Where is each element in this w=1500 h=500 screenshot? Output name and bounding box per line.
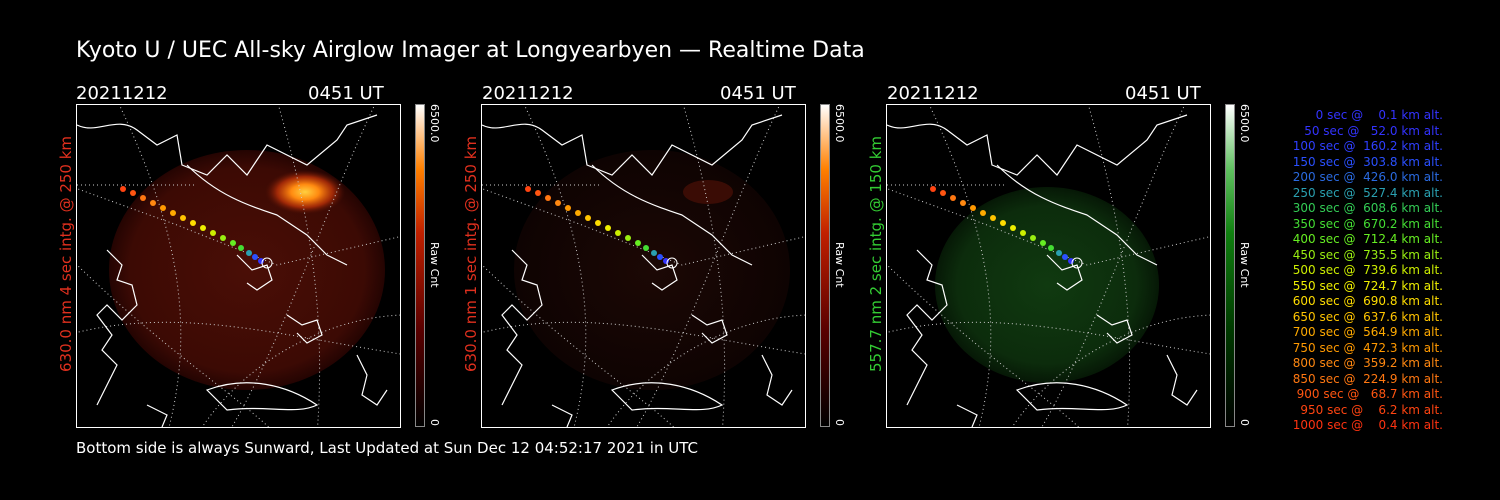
panel-2-time: 0451 UT — [720, 83, 796, 104]
panel-2-colorbar — [820, 104, 830, 427]
panel-3-colorbar-min: 0 — [1238, 419, 1251, 426]
panel-2-map-svg — [471, 99, 813, 436]
coastlines — [76, 114, 388, 428]
footer-status: Bottom side is always Sunward, Last Upda… — [76, 439, 698, 457]
legend-row: 450 sec @ 735.5 km alt. — [1288, 247, 1443, 262]
coastlines — [481, 114, 793, 428]
panel-2-allsky-map — [471, 99, 813, 436]
legend-row: 650 sec @ 637.6 km alt. — [1288, 309, 1443, 324]
page-title: Kyoto U / UEC All-sky Airglow Imager at … — [76, 38, 865, 63]
trajectory — [525, 186, 678, 269]
airglow-disk — [109, 150, 385, 390]
legend-row: 600 sec @ 690.8 km alt. — [1288, 294, 1443, 308]
panel-3-date: 20211212 — [887, 83, 979, 104]
panel-2-colorbar-unit: Raw Cnt — [833, 242, 846, 288]
panel-3-map-svg — [876, 99, 1218, 436]
panel-1-date: 20211212 — [76, 83, 168, 104]
airglow-disk — [935, 187, 1159, 383]
legend-row: 550 sec @ 724.7 km alt. — [1288, 278, 1443, 293]
legend-row: 1000 sec @ 0.4 km alt. — [1292, 418, 1443, 432]
legend-row: 250 sec @ 527.4 km alt. — [1288, 185, 1443, 200]
legend-row: 750 sec @ 472.3 km alt. — [1288, 340, 1443, 355]
panel-1-wavelength-label: 630.0 nm 4 sec intg. @ 250 km — [57, 135, 75, 372]
panel-3-time: 0451 UT — [1125, 83, 1201, 104]
legend-row: 0 sec @ 0.1 km alt. — [1304, 108, 1443, 122]
panel-1-colorbar-max: 6500.0 — [428, 104, 441, 143]
lat-lon-grid — [66, 99, 408, 436]
panel-3-colorbar-max: 6500.0 — [1238, 104, 1251, 143]
panel-2-colorbar-min: 0 — [833, 419, 846, 426]
panel-1-allsky-map — [66, 99, 408, 436]
legend-row: 200 sec @ 426.0 km alt. — [1288, 170, 1443, 184]
panel-1-colorbar — [415, 104, 425, 427]
legend-row: 50 sec @ 52.0 km alt. — [1296, 123, 1443, 138]
legend-row: 700 sec @ 564.9 km alt. — [1288, 325, 1443, 339]
panel-1-time: 0451 UT — [308, 83, 384, 104]
panel-3-colorbar — [1225, 104, 1235, 427]
coastlines — [886, 114, 1198, 428]
panel-1-colorbar-unit: Raw Cnt — [428, 242, 441, 288]
panel-2-colorbar-max: 6500.0 — [833, 104, 846, 143]
panel-3-allsky-map — [876, 99, 1218, 436]
panel-3-wavelength-label: 557.7 nm 2 sec intg. @ 150 km — [867, 135, 885, 372]
trajectory — [930, 186, 1083, 269]
panel-2-wavelength-label: 630.0 nm 1 sec intg. @ 250 km — [462, 135, 480, 372]
aurora-bright-spot — [265, 170, 345, 214]
airglow-disk — [514, 150, 790, 390]
legend-row: 850 sec @ 224.9 km alt. — [1288, 371, 1443, 386]
legend-row: 400 sec @ 712.4 km alt. — [1288, 232, 1443, 246]
panel-3-colorbar-unit: Raw Cnt — [1238, 242, 1251, 288]
panel-1-colorbar-min: 0 — [428, 419, 441, 426]
lat-lon-grid — [876, 99, 1218, 436]
legend-row: 100 sec @ 160.2 km alt. — [1288, 139, 1443, 153]
legend-row: 950 sec @ 6.2 km alt. — [1296, 402, 1443, 417]
panel-1-map-svg — [66, 99, 408, 436]
legend-row: 800 sec @ 359.2 km alt. — [1288, 356, 1443, 370]
legend-row: 150 sec @ 303.8 km alt. — [1288, 154, 1443, 169]
legend-row: 300 sec @ 608.6 km alt. — [1288, 201, 1443, 215]
legend-row: 900 sec @ 68.7 km alt. — [1292, 387, 1443, 401]
lat-lon-grid — [471, 99, 813, 436]
trajectory — [120, 186, 273, 269]
aurora-faint-spot — [683, 180, 733, 204]
panel-2-date: 20211212 — [482, 83, 574, 104]
legend-row: 350 sec @ 670.2 km alt. — [1288, 216, 1443, 231]
legend-row: 500 sec @ 739.6 km alt. — [1288, 263, 1443, 277]
